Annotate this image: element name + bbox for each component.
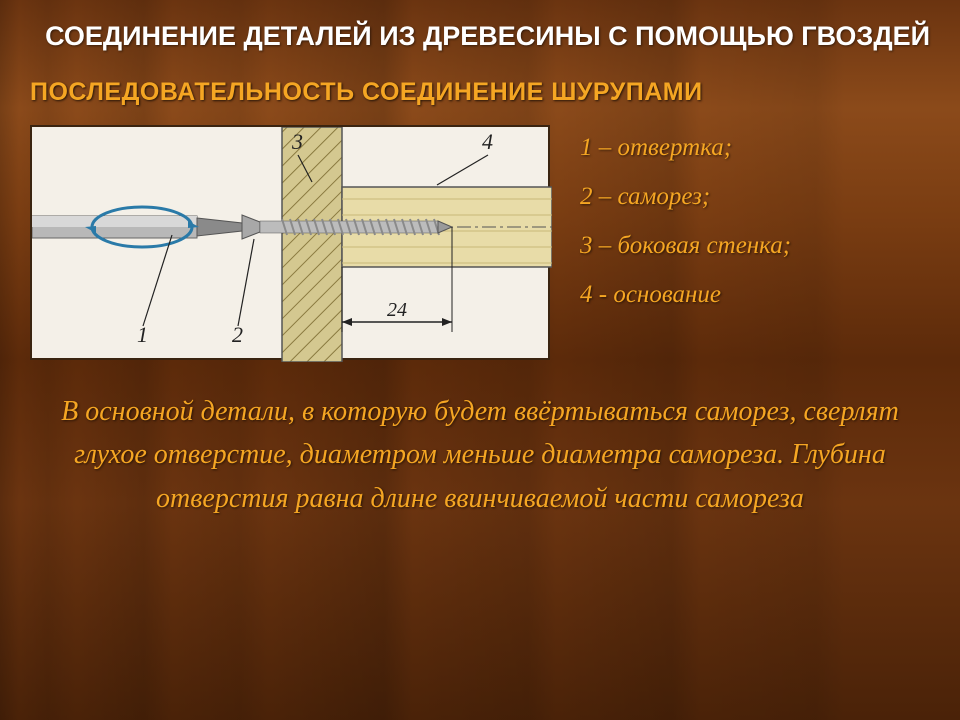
main-title: СОЕДИНЕНИЕ ДЕТАЛЕЙ ИЗ ДРЕВЕСИНЫ С ПОМОЩЬ… <box>30 20 930 54</box>
slide-content: СОЕДИНЕНИЕ ДЕТАЛЕЙ ИЗ ДРЕВЕСИНЫ С ПОМОЩЬ… <box>0 0 960 720</box>
legend-item: 4 - основание <box>580 272 791 317</box>
legend-num: 1 <box>580 134 593 161</box>
svg-text:4: 4 <box>482 129 493 154</box>
legend-num: 2 <box>580 183 593 210</box>
legend-sep: – <box>599 232 612 259</box>
legend-sep: – <box>599 183 612 210</box>
diagram-svg: 24 1 2 3 4 <box>32 127 552 362</box>
subtitle: ПОСЛЕДОВАТЕЛЬНОСТЬ СОЕДИНЕНИЕ ШУРУПАМИ <box>30 78 930 107</box>
legend-item: 3 – боковая стенка; <box>580 223 791 268</box>
legend: 1 – отвертка; 2 – саморез; 3 – боковая с… <box>580 125 791 321</box>
legend-num: 4 <box>580 281 593 308</box>
legend-sep: - <box>599 281 607 308</box>
svg-text:3: 3 <box>291 129 303 154</box>
svg-text:24: 24 <box>387 299 407 321</box>
legend-sep: – <box>599 134 612 161</box>
legend-text: боковая стенка; <box>618 232 792 259</box>
svg-text:1: 1 <box>137 322 148 347</box>
legend-text: отвертка; <box>618 134 733 161</box>
legend-num: 3 <box>580 232 593 259</box>
legend-item: 2 – саморез; <box>580 174 791 219</box>
legend-item: 1 – отвертка; <box>580 125 791 170</box>
body-paragraph: В основной детали, в которую будет ввёрт… <box>30 390 930 520</box>
legend-text: основание <box>613 281 721 308</box>
svg-text:2: 2 <box>232 322 243 347</box>
legend-text: саморез; <box>618 183 711 210</box>
screw-diagram: 24 1 2 3 4 <box>30 125 550 360</box>
middle-row: 241234 1 – отвертка; 2 – саморез; 3 – бо… <box>30 125 930 360</box>
